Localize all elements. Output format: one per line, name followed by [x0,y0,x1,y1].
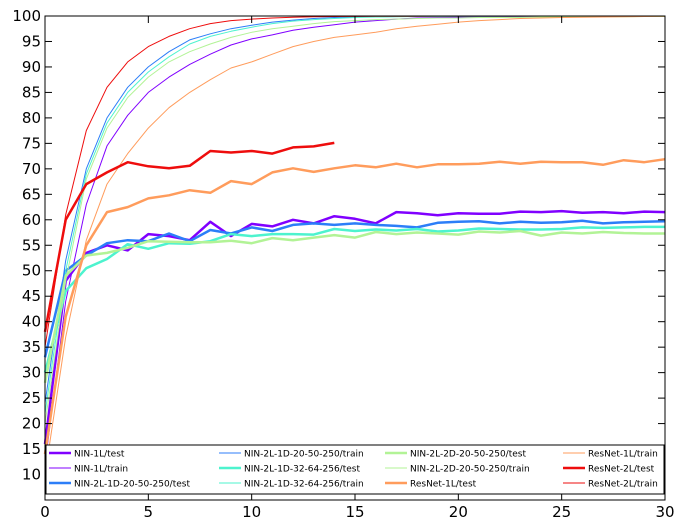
y-tick-label: 85 [22,83,41,101]
series-line-4 [43,225,665,373]
y-tick-label: 30 [22,364,41,382]
series-line-0 [43,209,666,445]
y-tick-label: 50 [22,262,41,280]
x-tick-label: 10 [242,503,261,521]
legend-entry-8: ResNet-1L/test [410,480,477,490]
legend-entry-4: NIN-2L-1D-32-64-256/test [244,465,360,475]
y-tick-label: 35 [22,338,41,356]
x-tick-label: 20 [449,503,468,521]
plot-area [45,16,665,500]
legend-entry-7: NIN-2L-2D-20-50-250/train [410,465,530,475]
y-tick-label: 90 [22,58,41,76]
legend-entry-0: NIN-1L/test [74,450,125,460]
x-tick-label: 25 [552,503,571,521]
series-line-10 [43,141,335,333]
y-tick-label: 100 [12,7,41,25]
y-tick-label: 40 [22,313,41,331]
y-tick-label: 95 [22,32,41,50]
y-tick-label: 70 [22,160,41,178]
x-tick-label: 0 [40,503,50,521]
ticks-layer: 0 5 10 15 20 25 30 10 15 20 25 30 35 40 45 50 55 60 65 70 75… [12,7,674,521]
legend-entry-1: NIN-1L/train [74,465,128,475]
y-tick-label: 25 [22,389,41,407]
x-tick-label: 5 [144,503,154,521]
y-tick-label: 45 [22,287,41,305]
legend-box [45,444,665,495]
legend-entry-5: NIN-2L-1D-32-64-256/train [244,480,364,490]
x-tick-label: 15 [345,503,364,521]
y-tick-label: 10 [22,466,41,484]
y-tick-label: 20 [22,415,41,433]
legend-entry-9: ResNet-1L/train [588,450,658,460]
y-tick-label: 80 [22,109,41,127]
y-tick-label: 15 [22,440,41,458]
y-tick-label: 75 [22,134,41,152]
legend-entry-11: ResNet-2L/train [588,480,658,490]
x-tick-label: 30 [655,503,674,521]
legend-entry-3: NIN-2L-1D-20-50-250/train [244,450,364,460]
legend-entry-6: NIN-2L-2D-20-50-250/test [410,450,526,460]
legend-entry-2: NIN-2L-1D-20-50-250/test [74,480,190,490]
plot-frame [44,15,666,501]
legend: NIN-1L/test NIN-1L/train NIN-2L-1D-20-50-2… [45,444,665,495]
series-line-8 [43,157,666,455]
y-tick-label: 65 [22,185,41,203]
y-tick-label: 60 [22,211,41,229]
series-line-6 [43,229,665,384]
legend-entry-10: ResNet-2L/test [588,465,655,475]
y-tick-label: 55 [22,236,41,254]
